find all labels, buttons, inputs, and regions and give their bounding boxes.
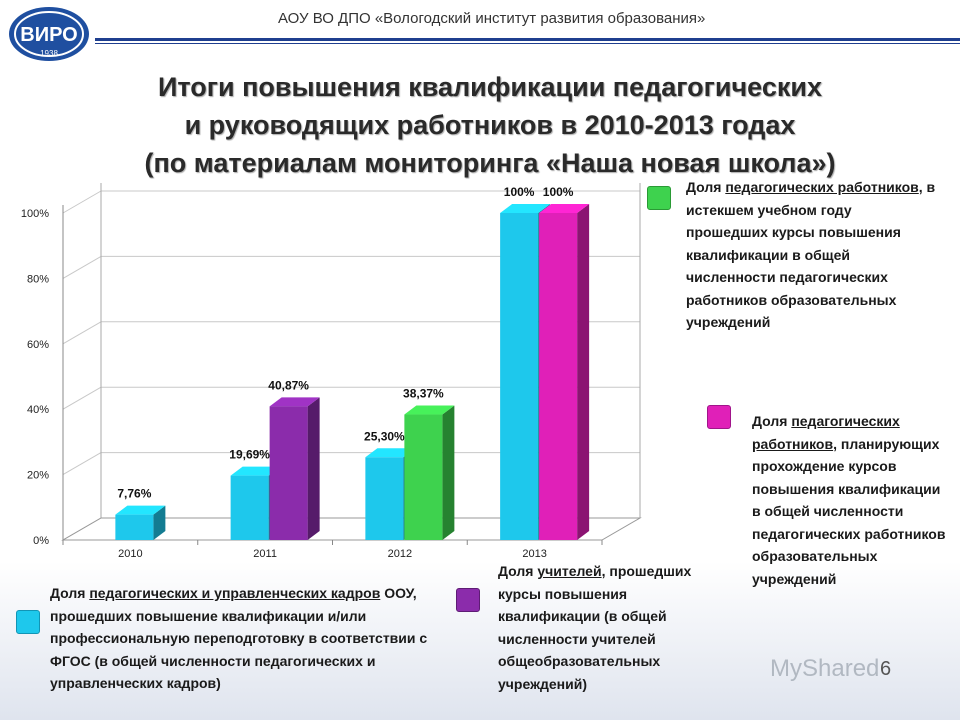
legend-swatch-green: [647, 186, 671, 210]
bar-magenta-top: [539, 204, 590, 213]
viro-logo: ВИРО 1938: [9, 7, 89, 61]
legend-green-post: , в истекшем учебном году прошедших курс…: [686, 179, 936, 330]
data-label: 38,37%: [403, 387, 444, 401]
legend-cyan-pre: Доля: [50, 585, 90, 601]
gridline-side: [62, 386, 102, 410]
data-label: 40,87%: [268, 378, 309, 392]
organization-name: АОУ ВО ДПО «Вологодский институт развити…: [278, 10, 706, 27]
bar-purple-side: [307, 397, 320, 540]
data-label: 7,76%: [117, 487, 151, 501]
legend-magenta: Доля педагогических работников, планирую…: [752, 410, 952, 590]
legend-magenta-post: , планирующих прохождение курсов повышен…: [752, 435, 946, 587]
bar-green-side: [442, 405, 455, 540]
bar-cyan: [500, 213, 539, 540]
bar-green: [404, 414, 443, 540]
legend-green-underlined: педагогических работников: [725, 179, 919, 195]
bar-purple: [269, 406, 308, 540]
bar-cyan-top: [500, 204, 551, 213]
y-tick-label: 60%: [27, 339, 49, 351]
page-number: 6: [880, 658, 892, 680]
bar-purple-top: [269, 397, 320, 407]
title-line-1: Итоги повышения квалификации педагогичес…: [157, 72, 822, 102]
legend-green-pre: Доля: [686, 179, 726, 195]
legend-purple-post: , прошедших курсы повышения квалификации…: [498, 563, 692, 692]
logo-year: 1938: [40, 49, 58, 58]
data-label: 19,69%: [229, 448, 270, 462]
data-label: 100%: [543, 185, 574, 199]
x-tick-label: 2012: [388, 548, 412, 560]
legend-magenta-underlined: педагогических работников: [752, 413, 900, 452]
title-line-3: (по материалам мониторинга «Наша новая ш…: [144, 148, 836, 178]
bar-magenta-side: [577, 204, 590, 540]
legend-cyan: Доля педагогических и управленческих кад…: [50, 582, 450, 695]
bar-green-top: [404, 405, 455, 415]
legend-swatch-cyan: [16, 610, 40, 634]
bar-cyan: [230, 475, 269, 540]
data-label: 25,30%: [364, 429, 405, 443]
bar-cyan-top: [230, 466, 281, 476]
page-title: Итоги повышения квалификации педагогичес…: [40, 68, 940, 182]
bar-cyan-top: [115, 505, 166, 515]
legend-cyan-underlined: педагогических и управленческих кадров: [89, 585, 381, 601]
x-tick-label: 2013: [522, 548, 546, 560]
legend-purple-pre: Доля: [498, 563, 538, 579]
watermark: MyShared: [770, 655, 880, 682]
legend-green: Доля педагогических работников, в истекш…: [686, 176, 936, 334]
header-divider: [95, 38, 960, 41]
header-divider-thin: [95, 43, 960, 44]
y-tick-label: 100%: [21, 208, 49, 220]
legend-purple-underlined: учителей: [537, 563, 602, 579]
bar-cyan: [365, 457, 404, 540]
y-tick-label: 0%: [33, 535, 49, 547]
x-tick-label: 2010: [118, 548, 142, 560]
legend-purple: Доля учителей, прошедших курсы повышения…: [498, 560, 730, 695]
gridline-side: [62, 190, 102, 214]
gridline-side: [62, 321, 102, 345]
legend-cyan-post: ООУ, прошедших повышение квалификации и/…: [50, 585, 428, 691]
bar-cyan: [115, 514, 154, 540]
legend-swatch-magenta: [707, 405, 731, 429]
bar-cyan-side: [153, 505, 166, 540]
legend-magenta-pre: Доля: [752, 413, 792, 429]
y-tick-label: 40%: [27, 404, 49, 416]
data-label: 100%: [504, 185, 535, 199]
y-tick-label: 20%: [27, 470, 49, 482]
gridline-side: [62, 452, 102, 476]
legend-swatch-purple: [456, 588, 480, 612]
logo-text: ВИРО: [20, 24, 77, 46]
gridline-side: [62, 255, 102, 279]
x-tick-label: 2011: [253, 548, 277, 560]
y-tick-label: 80%: [27, 273, 49, 285]
bar-magenta: [539, 213, 578, 540]
bar-cyan-top: [365, 448, 416, 458]
title-line-2: и руководящих работников в 2010-2013 год…: [184, 110, 796, 140]
